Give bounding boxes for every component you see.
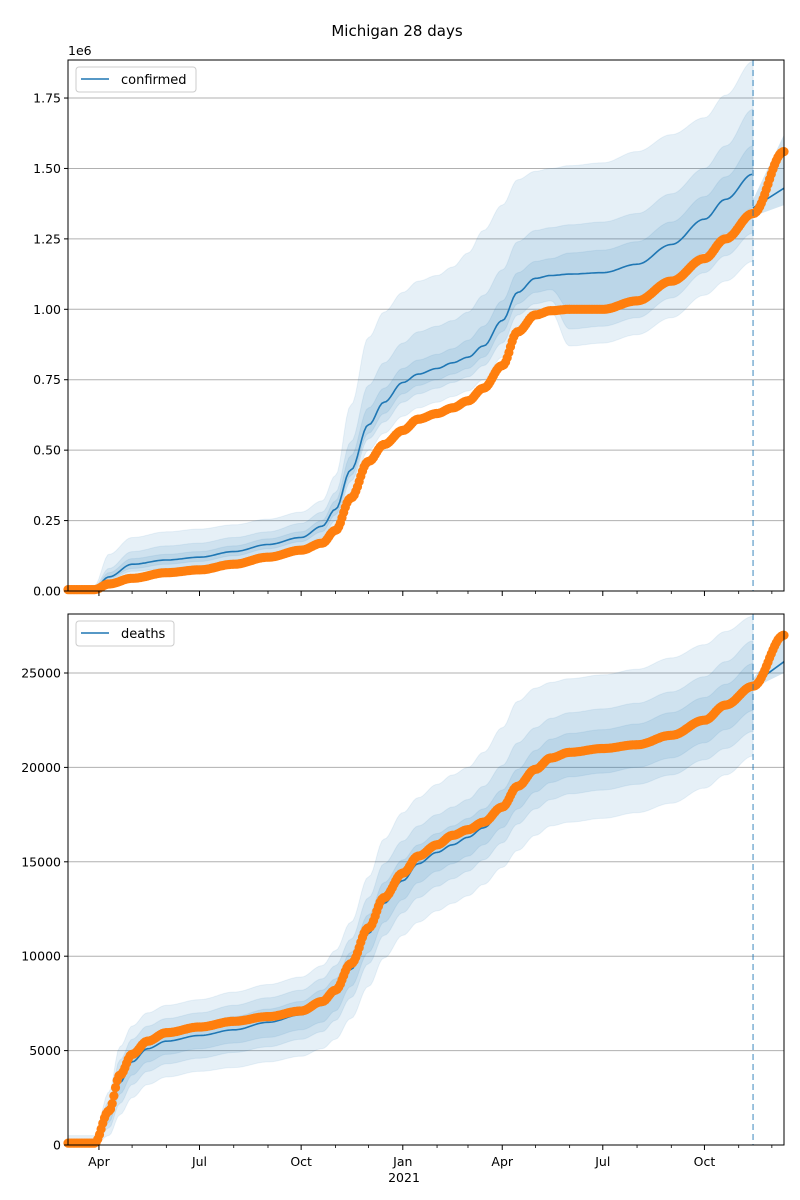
deaths-gridlines: [68, 672, 784, 1052]
y-tick-label: 0.00: [33, 584, 61, 599]
deaths-x-axis: Apr Jul Oct Jan Apr Jul Oct: [88, 1145, 773, 1169]
x-year-label: 2021: [388, 1170, 420, 1185]
observed-point: [109, 1091, 119, 1101]
confirmed-axes: 0.00 0.25 0.50 0.75 1.00 1.25 1.50 1.75 1e6 con…: [33, 43, 789, 599]
x-tick-label: Oct: [694, 1154, 716, 1169]
x-tick-label: Jul: [191, 1154, 207, 1169]
x-tick-label: Jan: [392, 1154, 412, 1169]
x-tick-label: Apr: [491, 1154, 513, 1169]
observed-point: [107, 1099, 117, 1109]
model-median-line: [68, 173, 753, 591]
y-tick-label: 0: [53, 1138, 61, 1153]
y-tick-label: 25000: [21, 666, 61, 681]
y-tick-label: 1.25: [33, 231, 61, 246]
y-tick-label: 0.25: [33, 513, 61, 528]
confirmed-legend: confirmed: [75, 66, 197, 93]
x-tick-label: Jul: [594, 1154, 610, 1169]
legend-label-deaths: deaths: [121, 627, 166, 642]
x-tick-label: Apr: [88, 1154, 110, 1169]
y-tick-label: 15000: [21, 854, 61, 869]
deaths-legend: deaths: [75, 620, 175, 647]
y-tick-label: 0.50: [33, 443, 61, 458]
confirmed-y-axis: 0.00 0.25 0.50 0.75 1.00 1.25 1.50 1.75: [33, 91, 68, 599]
y-tick-label: 1.75: [33, 91, 61, 106]
y-tick-label: 1.00: [33, 302, 61, 317]
y-tick-label: 1.50: [33, 161, 61, 176]
deaths-axes-frame: [67, 613, 785, 1146]
y-tick-label: 0.75: [33, 372, 61, 387]
y-tick-label: 10000: [21, 949, 61, 964]
y-tick-label: 20000: [21, 760, 61, 775]
figure-title: Michigan 28 days: [331, 22, 462, 40]
deaths-y-axis: 0 5000 10000 15000 20000 25000: [21, 666, 68, 1153]
x-tick-label: Oct: [290, 1154, 312, 1169]
legend-label-confirmed: confirmed: [121, 73, 187, 88]
y-tick-label: 5000: [29, 1043, 61, 1058]
legend-box: [75, 66, 197, 93]
confirmed-observed-points: [63, 147, 789, 595]
confirmed-x-axis: [98, 591, 773, 596]
observed-point: [110, 1082, 121, 1093]
legend-box: [75, 620, 175, 647]
confirmed-axes-frame: [67, 59, 785, 592]
confirmed-gridlines: [68, 97, 784, 522]
deaths-observed-points: [63, 630, 789, 1148]
confirmed-offset-label: 1e6: [68, 43, 92, 58]
